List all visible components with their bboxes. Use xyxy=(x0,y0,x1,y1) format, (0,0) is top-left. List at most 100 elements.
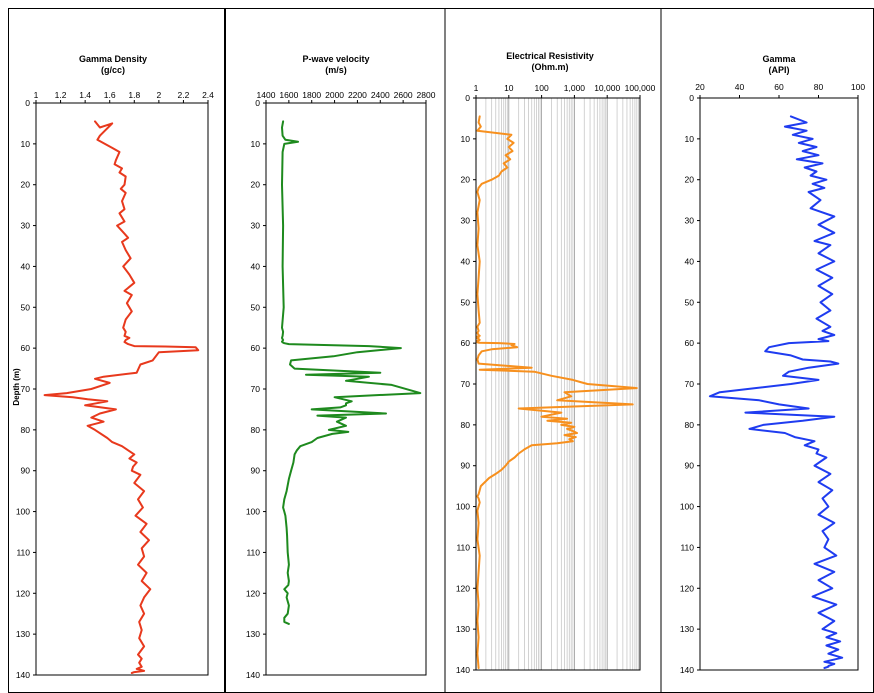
y-tick-label: 110 xyxy=(456,542,470,552)
y-tick-label: 60 xyxy=(461,338,471,348)
x-tick-label: 100 xyxy=(535,83,549,93)
y-tick-label: 10 xyxy=(21,139,31,149)
y-tick-label: 30 xyxy=(461,216,471,226)
y-tick-label: 80 xyxy=(461,420,471,430)
x-tick-label: 1 xyxy=(34,90,39,100)
x-tick-label: 2.2 xyxy=(178,90,190,100)
y-tick-label: 0 xyxy=(465,93,470,103)
y-tick-label: 0 xyxy=(689,93,694,103)
y-tick-label: 60 xyxy=(685,338,695,348)
x-tick-label: 2800 xyxy=(417,90,436,100)
panel-title: Gamma Density xyxy=(79,54,147,64)
x-tick-label: 1.2 xyxy=(55,90,67,100)
y-tick-label: 100 xyxy=(680,502,694,512)
y-tick-label: 40 xyxy=(251,261,261,271)
y-tick-label: 20 xyxy=(251,180,261,190)
x-tick-label: 1400 xyxy=(257,90,276,100)
y-tick-label: 30 xyxy=(21,221,31,231)
panel-density: Gamma Density(g/cc) 1 1.2 1.4 1.6 1.8 2 2.2 2.4 0… xyxy=(12,54,214,680)
y-tick-label: 20 xyxy=(461,175,471,185)
x-tick-label: 1 xyxy=(474,83,479,93)
y-tick-label: 20 xyxy=(21,180,31,190)
x-tick-label: 60 xyxy=(774,82,784,92)
x-tick-label: 1600 xyxy=(279,90,298,100)
y-tick-label: 70 xyxy=(21,384,31,394)
x-tick-label: 1.6 xyxy=(104,90,116,100)
series-line-pwave xyxy=(281,120,422,625)
y-tick-label: 50 xyxy=(685,297,695,307)
y-tick-label: 20 xyxy=(685,175,695,185)
y-tick-label: 90 xyxy=(251,466,261,476)
y-tick-label: 50 xyxy=(251,302,261,312)
y-tick-label: 90 xyxy=(21,466,31,476)
panel-pwave: P-wave velocity(m/s)1400 1600 1800 2000 2200… xyxy=(246,54,436,680)
y-tick-label: 100 xyxy=(16,507,30,517)
panel-subtitle: (g/cc) xyxy=(101,65,125,75)
series-line-resistivity xyxy=(476,115,638,669)
y-tick-label: 10 xyxy=(685,134,695,144)
x-tick-label: 1800 xyxy=(302,90,321,100)
x-tick-label: 80 xyxy=(814,82,824,92)
y-tick-label: 30 xyxy=(251,221,261,231)
y-tick-label: 120 xyxy=(680,583,694,593)
panel-gamma: Gamma(API) 20 40 60 80 100 0 10 20 30 40 50 60 70 80 90… xyxy=(680,54,866,675)
x-tick-label: 2.4 xyxy=(202,90,214,100)
y-tick-label: 50 xyxy=(461,297,471,307)
y-tick-label: 140 xyxy=(16,670,30,680)
y-tick-label: 60 xyxy=(251,343,261,353)
x-tick-label: 2400 xyxy=(371,90,390,100)
y-tick-label: 140 xyxy=(680,665,694,675)
y-tick-label: 50 xyxy=(21,302,31,312)
y-axis-label: Depth (m) xyxy=(12,368,21,406)
y-tick-label: 120 xyxy=(16,588,30,598)
x-tick-label: 10,000 xyxy=(594,83,620,93)
x-tick-label: 2 xyxy=(156,90,161,100)
x-tick-label: 1.8 xyxy=(128,90,140,100)
panel-title: P-wave velocity xyxy=(302,54,369,64)
panel-subtitle: (Ohm.m) xyxy=(532,62,569,72)
y-tick-label: 10 xyxy=(251,139,261,149)
y-tick-label: 70 xyxy=(461,379,471,389)
y-tick-label: 40 xyxy=(685,256,695,266)
y-tick-label: 60 xyxy=(21,343,31,353)
x-tick-label: 10 xyxy=(504,83,514,93)
y-tick-label: 0 xyxy=(25,98,30,108)
x-tick-label: 2200 xyxy=(348,90,367,100)
y-tick-label: 120 xyxy=(456,583,470,593)
y-tick-label: 90 xyxy=(461,461,471,471)
y-tick-label: 110 xyxy=(680,542,694,552)
y-tick-label: 70 xyxy=(251,384,261,394)
series-line-density xyxy=(43,120,200,674)
y-tick-label: 80 xyxy=(685,420,695,430)
y-tick-label: 120 xyxy=(246,588,260,598)
panel-subtitle: (API) xyxy=(769,65,790,75)
y-tick-label: 0 xyxy=(255,98,260,108)
x-tick-label: 100 xyxy=(851,82,865,92)
y-tick-label: 130 xyxy=(680,624,694,634)
y-tick-label: 40 xyxy=(461,256,471,266)
y-tick-label: 80 xyxy=(21,425,31,435)
y-tick-label: 40 xyxy=(21,261,31,271)
panel-subtitle: (m/s) xyxy=(325,65,347,75)
x-tick-label: 2000 xyxy=(325,90,344,100)
y-tick-label: 100 xyxy=(246,507,260,517)
y-tick-label: 130 xyxy=(246,629,260,639)
y-tick-label: 90 xyxy=(685,461,695,471)
panel-resistivity: Electrical Resistivity(Ohm.m)1 10 100 1,000… xyxy=(456,51,656,675)
y-tick-label: 130 xyxy=(456,624,470,634)
x-tick-label: 20 xyxy=(695,82,705,92)
panels: Gamma Density(g/cc) 1 1.2 1.4 1.6 1.8 2 2.2 2.4 0… xyxy=(8,8,874,693)
y-tick-label: 80 xyxy=(251,425,261,435)
y-tick-label: 100 xyxy=(456,502,470,512)
x-tick-label: 1,000 xyxy=(564,83,586,93)
y-tick-label: 30 xyxy=(685,216,695,226)
y-tick-label: 70 xyxy=(685,379,695,389)
y-tick-label: 110 xyxy=(16,547,30,557)
y-tick-label: 140 xyxy=(246,670,260,680)
x-tick-label: 40 xyxy=(735,82,745,92)
y-tick-label: 140 xyxy=(456,665,470,675)
series-line-gamma xyxy=(708,115,844,669)
y-tick-label: 110 xyxy=(246,547,260,557)
